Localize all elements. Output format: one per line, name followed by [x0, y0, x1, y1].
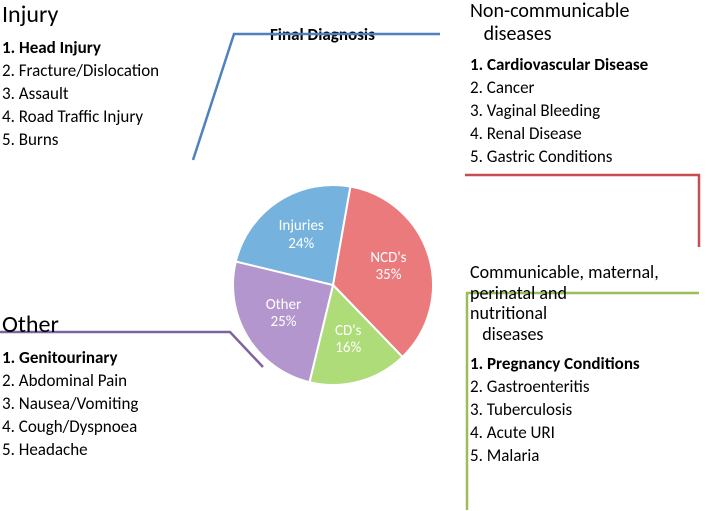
block-list-cd: 1. Pregnancy Conditions2. Gastroenteriti… [470, 353, 705, 468]
block-ncd: Non-communicable diseases 1. Cardiovascu… [470, 0, 707, 169]
list-item: 5. Headache [2, 439, 222, 462]
list-item: 2. Gastroenteritis [470, 376, 705, 399]
chart-title: Final Diagnosis [270, 24, 375, 45]
pie-chart [223, 175, 443, 395]
list-item: 3. Assault [2, 83, 222, 106]
list-item: 5. Malaria [470, 445, 705, 468]
figure-canvas: Final Diagnosis NCD's35%CD's16%Other25%I… [0, 0, 707, 511]
leader-line [465, 175, 699, 247]
list-item: 4. Road Traffic Injury [2, 106, 222, 129]
list-item: 3. Tuberculosis [470, 399, 705, 422]
list-item: 2. Cancer [470, 77, 707, 100]
list-item: 4. Cough/Dyspnoea [2, 416, 222, 439]
block-injury: Injury 1. Head Injury2. Fracture/Disloca… [2, 0, 222, 152]
block-list-other: 1. Genitourinary2. Abdominal Pain3. Naus… [2, 347, 222, 462]
list-item: 3. Vaginal Bleeding [470, 100, 707, 123]
block-heading-cd: Communicable, maternal, perinatal andnut… [470, 262, 705, 345]
block-heading-injury: Injury [2, 0, 222, 29]
block-heading-ncd: Non-communicable diseases [470, 0, 707, 46]
list-item: 4. Acute URI [470, 422, 705, 445]
list-item: 2. Abdominal Pain [2, 370, 222, 393]
list-item: 3. Nausea/Vomiting [2, 393, 222, 416]
block-heading-other: Other [2, 310, 222, 339]
block-cd: Communicable, maternal, perinatal andnut… [470, 262, 705, 467]
list-item: 5. Gastric Conditions [470, 146, 707, 169]
list-item: 1. Genitourinary [2, 347, 222, 370]
list-item: 2. Fracture/Dislocation [2, 60, 222, 83]
list-item: 1. Head Injury [2, 37, 222, 60]
list-item: 4. Renal Disease [470, 123, 707, 146]
list-item: 1. Cardiovascular Disease [470, 54, 707, 77]
block-other: Other 1. Genitourinary2. Abdominal Pain3… [2, 310, 222, 462]
list-item: 1. Pregnancy Conditions [470, 353, 705, 376]
block-list-ncd: 1. Cardiovascular Disease2. Cancer3. Vag… [470, 54, 707, 169]
block-list-injury: 1. Head Injury2. Fracture/Dislocation3. … [2, 37, 222, 152]
leader-line [193, 34, 440, 160]
list-item: 5. Burns [2, 129, 222, 152]
